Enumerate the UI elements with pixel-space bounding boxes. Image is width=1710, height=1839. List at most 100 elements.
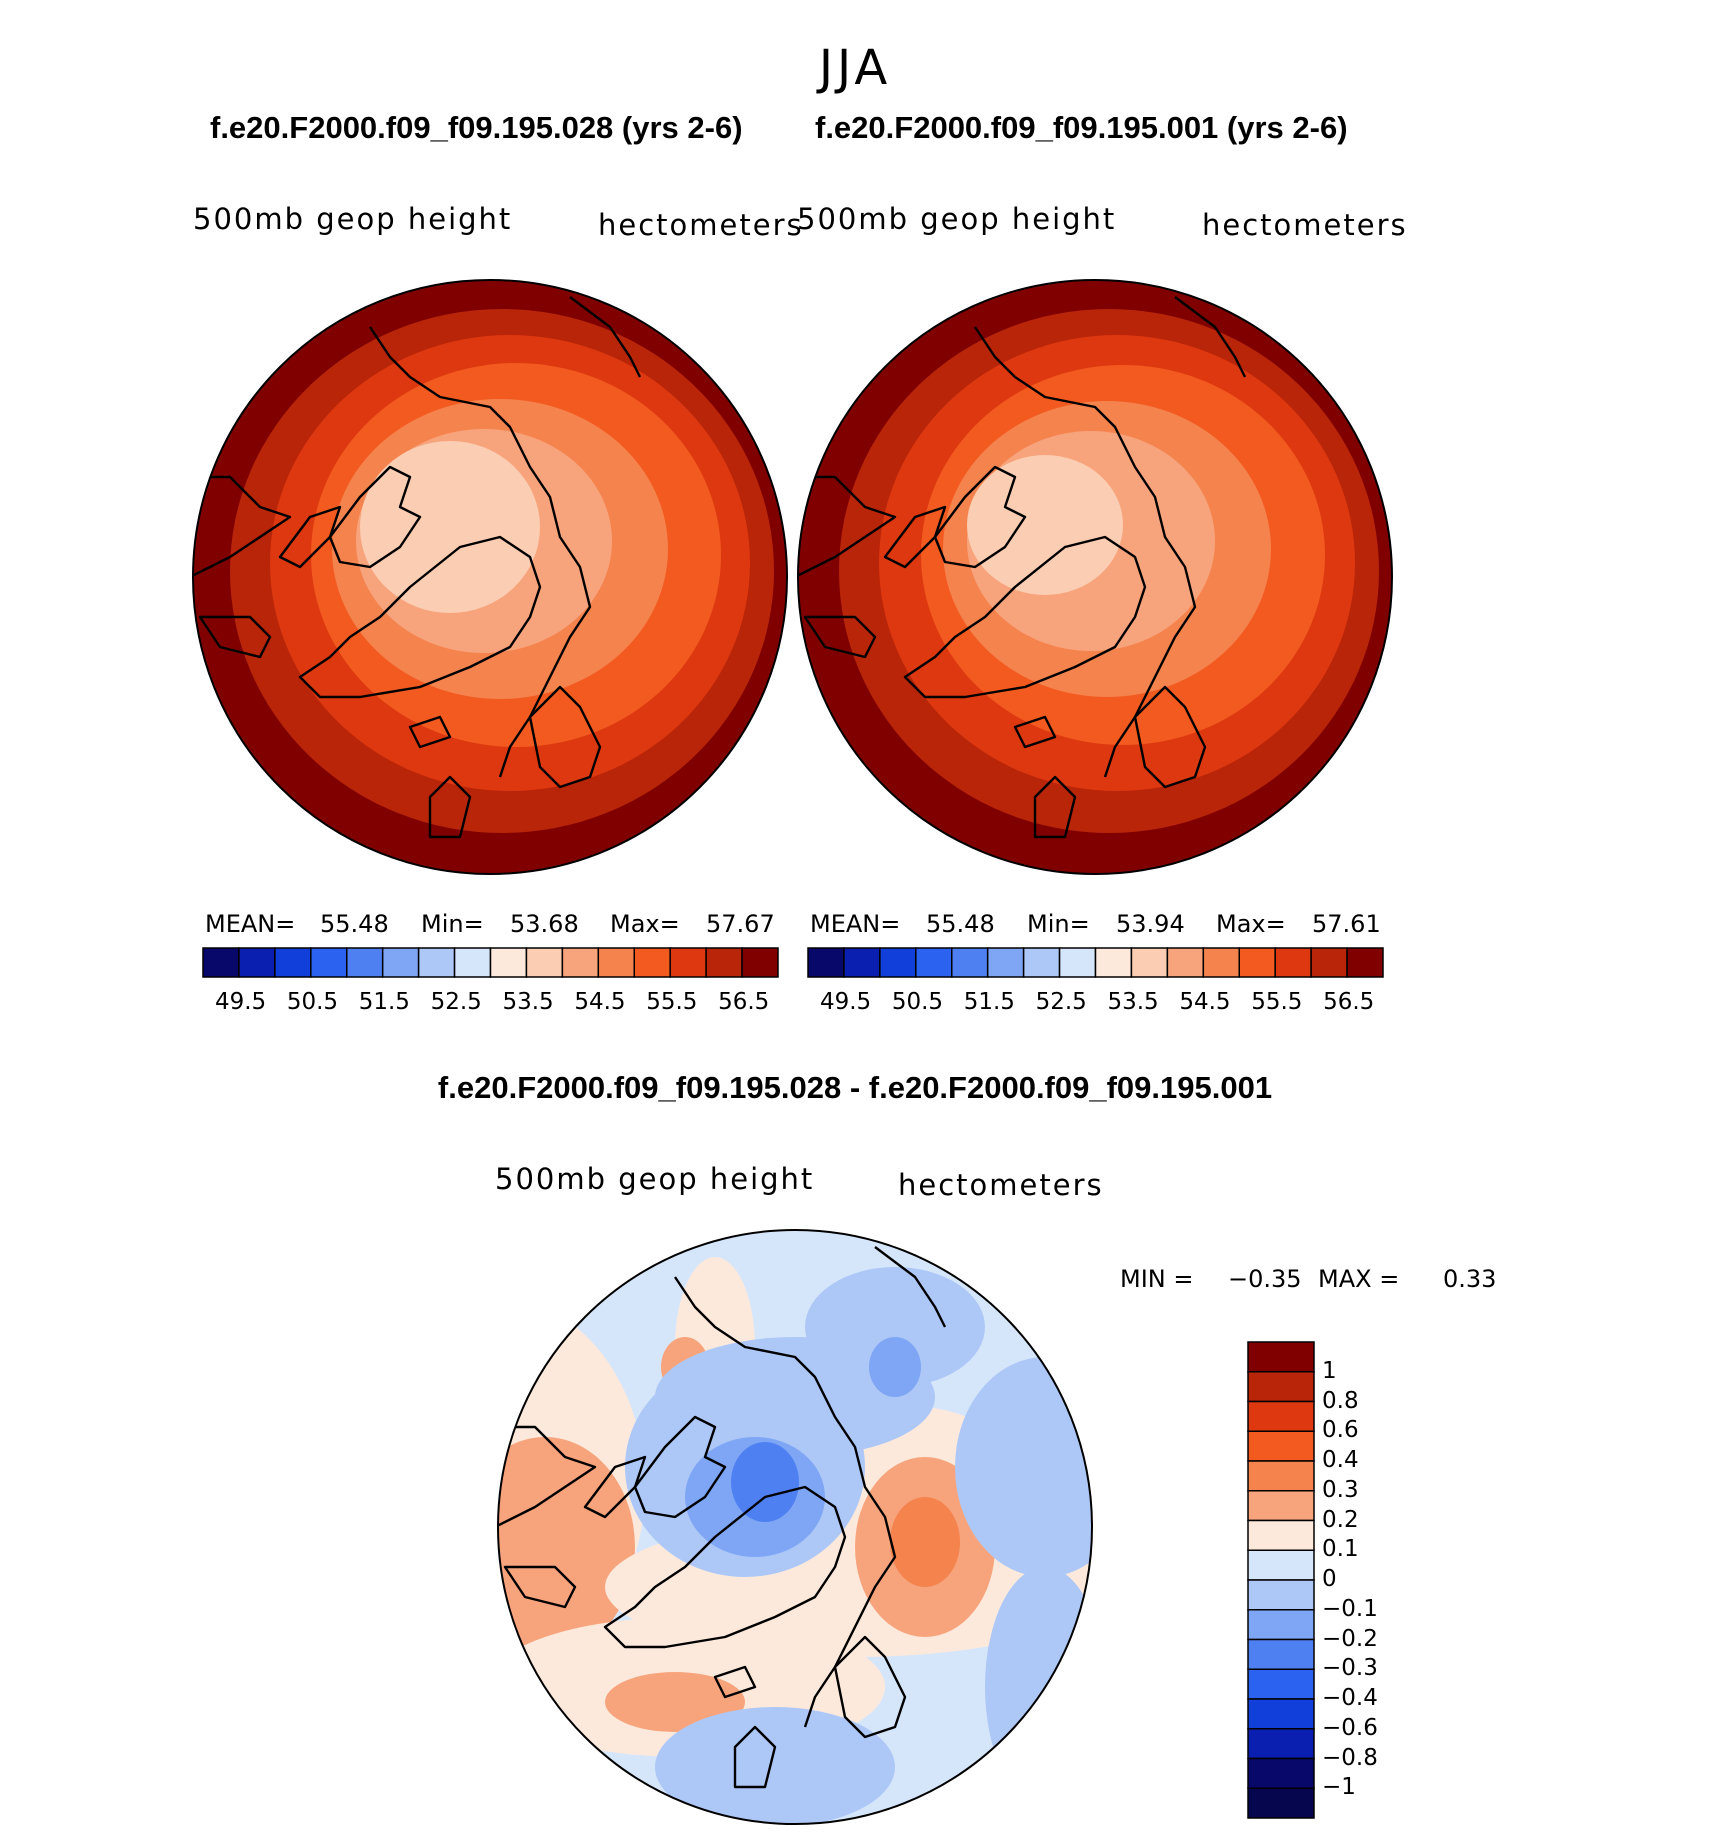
coastline — [1033, 775, 1077, 839]
colorbar-tick-label: 0 — [1322, 1566, 1337, 1592]
diff-colorbar — [1247, 1341, 1315, 1819]
colorbar-box — [1238, 947, 1276, 978]
colorbar-box — [986, 947, 1025, 978]
panel-2-max-value: 57.61 — [1312, 910, 1381, 938]
coastline — [428, 775, 472, 839]
contour-band — [731, 1442, 799, 1522]
colorbar-box — [879, 947, 917, 978]
colorbar-box — [1058, 947, 1097, 978]
colorbar-box — [1022, 947, 1061, 978]
colorbar-box — [1247, 1757, 1315, 1789]
colorbar-box — [346, 947, 384, 978]
panel-1-min-label: Min= — [421, 910, 484, 938]
panel-2-mean-value: 55.48 — [926, 910, 995, 938]
panel-2-case-title: f.e20.F2000.f09_f09.195.001 (yrs 2-6) — [815, 110, 1348, 145]
colorbar-tick-label: 0.4 — [1322, 1447, 1359, 1473]
diff-coastlines — [498, 1246, 947, 1789]
colorbar-tick-label: 1 — [1322, 1357, 1337, 1384]
colorbar-box — [1247, 1728, 1315, 1760]
colorbar-box — [1247, 1371, 1315, 1403]
colorbar-tick-label: −0.4 — [1322, 1685, 1378, 1711]
colorbar-box — [238, 947, 276, 978]
panel-1-max-label: Max= — [610, 910, 680, 938]
panel-1-coastlines — [193, 296, 642, 839]
colorbar-box — [1166, 947, 1205, 978]
colorbar-tick-label: 51.5 — [358, 989, 410, 1015]
contour-band — [967, 455, 1123, 595]
colorbar-tick-label: 0.8 — [1322, 1387, 1359, 1414]
coastline — [298, 535, 542, 699]
colorbar-box — [1247, 1490, 1315, 1522]
coastline — [798, 475, 897, 579]
panel-1-variable-label: 500mb geop height — [193, 202, 513, 236]
coastline — [198, 615, 272, 659]
diff-max-value: 0.33 — [1443, 1265, 1497, 1293]
panel-2-min-value: 53.94 — [1116, 910, 1185, 938]
colorbar-box — [1346, 947, 1384, 978]
colorbar-box — [915, 947, 953, 978]
panel-1-mean-label: MEAN= — [205, 910, 296, 938]
coastline — [974, 326, 1197, 778]
colorbar-box — [1247, 1579, 1315, 1611]
diff-variable-label: 500mb geop height — [495, 1162, 815, 1196]
colorbar-box — [274, 947, 312, 978]
panel-2-min-label: Min= — [1027, 910, 1090, 938]
coastline — [833, 1635, 907, 1739]
colorbar-box — [1247, 1549, 1315, 1581]
diff-max-label: MAX = — [1318, 1265, 1400, 1293]
coastline — [874, 1246, 947, 1328]
coastline — [569, 296, 642, 378]
coastline — [713, 1665, 757, 1699]
colorbar-tick-label: 54.5 — [1179, 989, 1231, 1015]
coastline — [278, 505, 342, 569]
contour-band — [655, 1707, 895, 1824]
panel-1-map — [193, 280, 787, 874]
diff-title: f.e20.F2000.f09_f09.195.028 - f.e20.F200… — [437, 1070, 1273, 1105]
colorbar-box — [453, 947, 492, 978]
panel-1-case-title: f.e20.F2000.f09_f09.195.028 (yrs 2-6) — [210, 110, 743, 145]
colorbar-tick-label: 50.5 — [891, 989, 944, 1015]
colorbar-box — [1247, 1609, 1315, 1641]
colorbar-tick-label: −0.1 — [1322, 1595, 1378, 1622]
coastline — [1013, 715, 1057, 749]
coastline — [369, 326, 592, 778]
colorbar-box — [1094, 947, 1133, 978]
colorbar-box — [1130, 947, 1169, 978]
coastline — [193, 475, 292, 579]
coastline — [733, 1725, 777, 1789]
colorbar-tick-label: 51.5 — [963, 989, 1015, 1015]
colorbar-box — [561, 947, 600, 978]
colorbar-box — [843, 947, 881, 978]
colorbar-tick-label: 52.5 — [1035, 989, 1087, 1015]
coastline — [933, 465, 1027, 569]
panel-2-coastlines — [798, 296, 1247, 839]
coastline — [1174, 296, 1247, 378]
coastline — [583, 1455, 647, 1519]
colorbar-tick-label: 56.5 — [1323, 989, 1375, 1015]
coastline — [803, 615, 877, 659]
panel-1-min-value: 53.68 — [510, 910, 579, 938]
colorbar-box — [951, 947, 989, 978]
contour-band — [805, 1267, 985, 1387]
colorbar-box — [705, 947, 743, 978]
colorbar-box — [489, 947, 528, 978]
colorbar-tick-label: 53.5 — [1107, 989, 1159, 1015]
panel-2-mean-label: MEAN= — [810, 910, 901, 938]
diff-min-value: −0.35 — [1228, 1265, 1302, 1293]
main-title: JJA — [818, 40, 892, 96]
coastline — [528, 685, 602, 789]
colorbar-box — [1247, 1430, 1315, 1462]
diff-map — [498, 1230, 1092, 1824]
colorbar-box — [1247, 1460, 1315, 1492]
colorbar-tick-label: 55.5 — [1251, 989, 1303, 1015]
panel-2-variable-label: 500mb geop height — [797, 202, 1117, 236]
contour-band — [890, 1497, 960, 1587]
colorbar-box — [1202, 947, 1240, 978]
coastline — [603, 1485, 847, 1649]
colorbar-box — [1247, 1668, 1315, 1700]
colorbar-box — [597, 947, 635, 978]
colorbar-tick-label: 54.5 — [574, 989, 626, 1015]
colorbar-tick-label: 0.6 — [1322, 1417, 1359, 1444]
colorbar-box — [381, 947, 420, 978]
